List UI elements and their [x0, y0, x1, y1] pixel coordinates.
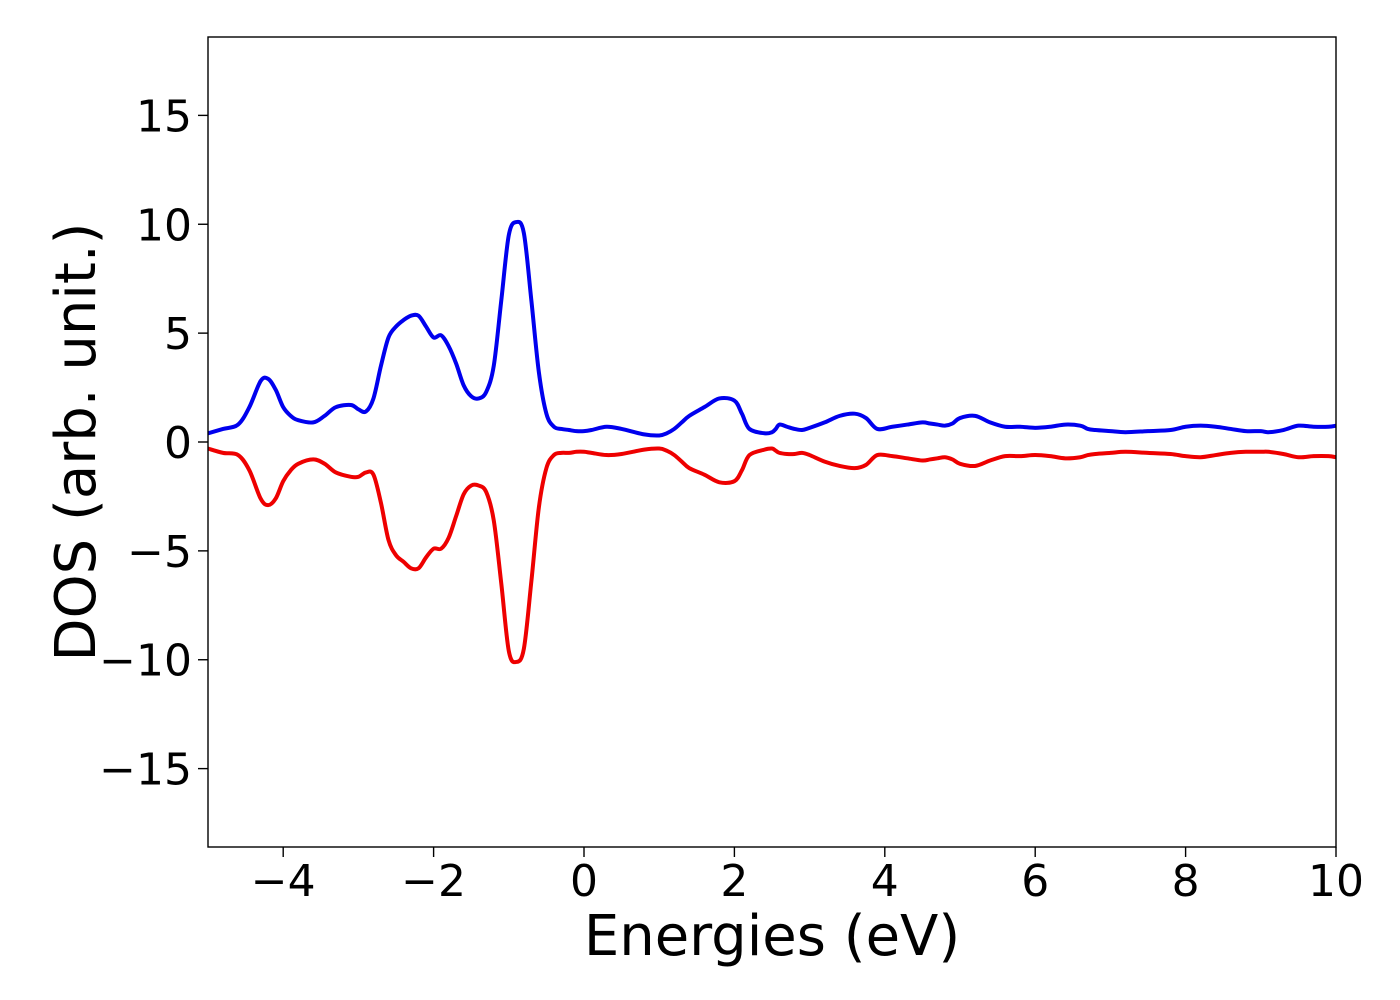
x-tick-label: 4	[871, 856, 899, 907]
dos-series-down-line	[208, 446, 1336, 665]
y-axis-label: DOS (arb. unit.)	[44, 222, 109, 661]
x-tick-label: 6	[1021, 856, 1049, 907]
x-tick-label: 10	[1308, 856, 1364, 907]
y-tick-label: −10	[99, 636, 192, 687]
y-axis-ticks: 15 10 5 0 −5 −10 −15	[99, 91, 208, 796]
y-tick-label: 5	[164, 309, 192, 360]
plot-frame	[207, 36, 1337, 848]
x-axis-ticks: −4 −2 0 2 4 6 8 10	[251, 847, 1364, 907]
y-tick-label: 15	[136, 91, 192, 142]
y-tick-label: −15	[99, 745, 192, 796]
y-tick-label: 0	[164, 418, 192, 469]
dos-series-up-line	[208, 219, 1336, 438]
x-tick-label: −4	[251, 856, 316, 907]
x-tick-label: 8	[1172, 856, 1200, 907]
x-tick-label: 0	[570, 856, 598, 907]
y-tick-label: 10	[136, 200, 192, 251]
x-tick-label: −2	[401, 856, 466, 907]
series-layer	[208, 219, 1336, 665]
x-axis-label: Energies (eV)	[584, 904, 960, 969]
y-tick-label: −5	[127, 527, 192, 578]
x-tick-label: 2	[720, 856, 748, 907]
